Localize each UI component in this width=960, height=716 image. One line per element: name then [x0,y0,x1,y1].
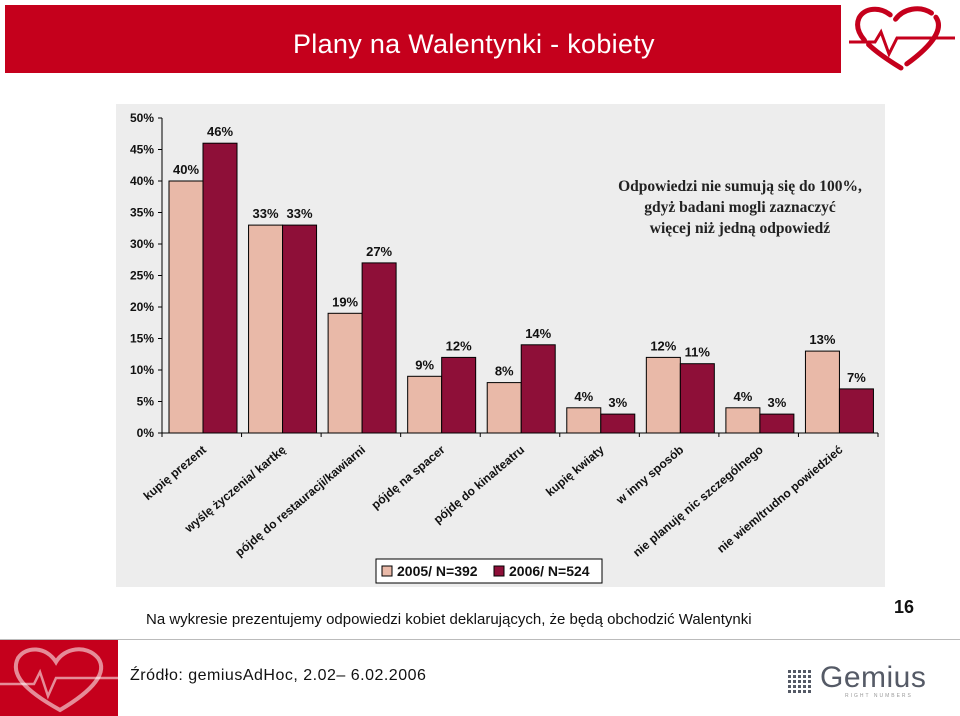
data-label: 46% [207,124,233,139]
data-label: 9% [415,357,434,372]
data-label: 13% [809,332,835,347]
x-tick-label: kupię kwiaty [543,442,607,499]
data-label: 12% [650,338,676,353]
gemius-tagline: RIGHT NUMBERS [845,693,913,699]
data-label: 3% [608,395,627,410]
y-tick-label: 30% [130,237,154,251]
chart-panel: 50% 45% 40% 35% 30% 25% 20% 15% 10% 5% 0% 40% 46% kup… [116,104,885,587]
gemius-wordmark: Gemius [820,661,927,694]
x-tick-label: pójdę na spacer [369,442,448,512]
x-tick-label: nie wiem/trudno powiedzieć [714,442,845,555]
data-label: 33% [287,206,313,221]
data-label: 12% [446,338,472,353]
data-label: 33% [253,206,279,221]
data-label: 11% [685,345,711,360]
footer-divider [0,639,960,640]
x-tick-label: nie planuję nic szczególnego [630,443,766,560]
bar [759,413,795,434]
page-number: 16 [894,597,915,617]
header: Plany na Walentynki - kobiety [0,0,960,78]
bar [202,142,238,434]
note-line-2: gdyż badani mogli zaznaczyć [644,199,836,216]
bar [441,356,477,434]
note-line-1: Odpowiedzi nie sumują się do 100%, [618,178,862,195]
data-label: 3% [767,395,786,410]
bar [600,413,636,434]
chart-caption: Na wykresie prezentujemy odpowiedzi kobi… [146,611,752,628]
title-bar: Plany na Walentynki - kobiety [5,5,841,73]
legend-swatch [493,565,505,577]
bar [804,350,840,434]
data-label: 8% [495,364,514,379]
y-tick-label: 45% [130,143,154,157]
data-label: 14% [525,326,551,341]
chart-note: Odpowiedzi nie sumują się do 100%, gdyż … [580,176,900,239]
legend-label: 2005/ N=392 [397,563,478,579]
legend-label: 2006/ N=524 [509,563,590,579]
data-label: 27% [366,244,392,259]
data-label: 7% [847,370,866,385]
note-line-3: więcej niż jedną odpowiedź [649,220,831,237]
bar [520,344,556,434]
y-tick-label: 40% [130,174,154,188]
x-tick-label: w inny sposób [613,443,687,508]
y-tick-label: 10% [130,363,154,377]
gemius-logo-icon [788,670,811,693]
data-label: 40% [173,162,199,177]
data-label: 19% [332,294,358,309]
legend-swatch [381,565,393,577]
bar [645,356,681,434]
y-tick-label: 35% [130,206,154,220]
bar [725,407,761,434]
x-tick-label: kupię prezent [141,443,209,503]
y-tick-label: 5% [137,395,155,409]
bar [168,180,204,434]
y-tick-label: 15% [130,332,154,346]
data-label: 4% [733,389,752,404]
x-tick-label: pójdę do restauracji/kawiarni [232,443,368,560]
bar-chart: 50% 45% 40% 35% 30% 25% 20% 15% 10% 5% 0% 40% 46% kup… [130,111,879,584]
bar [838,388,874,434]
y-tick-label: 0% [137,426,155,440]
heart-logo-icon [849,6,955,71]
bar [361,262,397,434]
bar [566,407,602,434]
bar [248,224,284,434]
y-tick-label: 25% [130,269,154,283]
bar [282,224,318,434]
data-label: 4% [574,389,593,404]
y-tick-label: 50% [130,111,154,125]
bar [407,375,443,434]
bar [486,382,522,434]
y-tick-label: 20% [130,300,154,314]
source-note: Źródło: gemiusAdHoc, 2.02– 6.02.2006 [130,667,427,684]
footer-heart-icon [0,640,118,716]
bar [679,363,715,434]
legend-box [375,558,603,584]
page-title: Plany na Walentynki - kobiety [293,29,655,59]
bar [327,312,363,434]
